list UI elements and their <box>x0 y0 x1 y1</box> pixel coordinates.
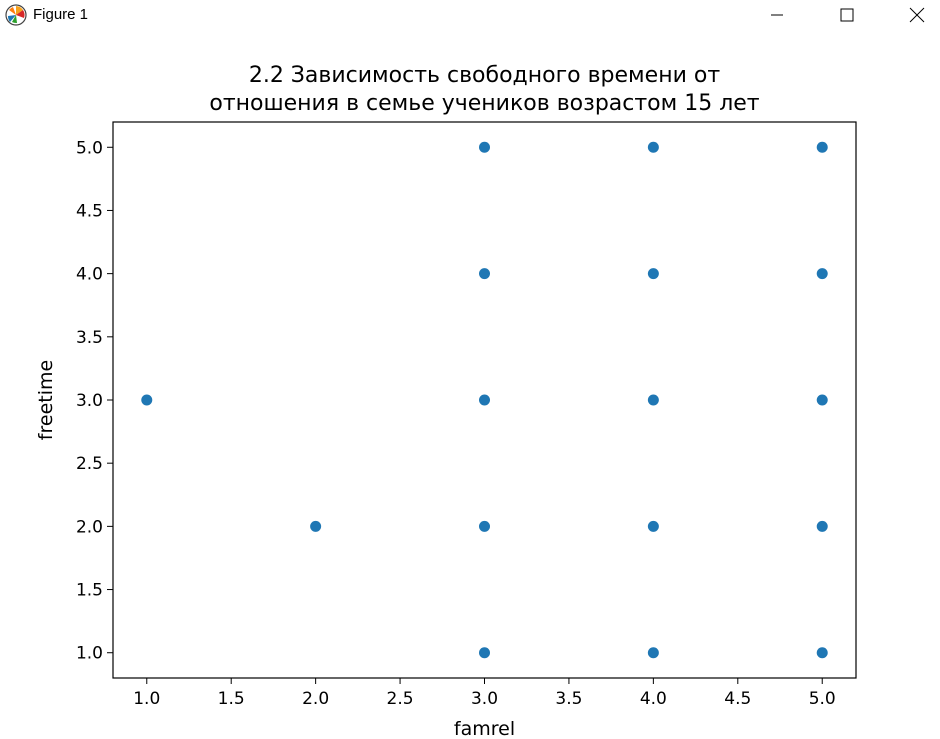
scatter-point <box>816 268 828 280</box>
scatter-point <box>647 141 659 153</box>
x-tick-label: 5.0 <box>809 689 836 709</box>
scatter-point <box>816 394 828 406</box>
close-icon <box>909 7 925 23</box>
scatter-point <box>816 647 828 659</box>
x-tick-label: 1.0 <box>133 689 160 709</box>
x-tick-label: 2.5 <box>387 689 414 709</box>
scatter-point <box>647 268 659 280</box>
y-tick-label: 3.5 <box>76 328 103 348</box>
y-axis-ticks: 1.0 1.5 2.0 2.5 3.0 3.5 4.0 4.5 5.0 <box>76 138 113 664</box>
scatter-point <box>647 647 659 659</box>
close-button[interactable] <box>894 0 940 30</box>
x-tick-label: 3.0 <box>471 689 498 709</box>
y-tick-label: 3.0 <box>76 391 103 411</box>
figure-canvas: 2.2 Зависимость свободного времени от отн… <box>0 30 940 739</box>
data-points <box>141 141 828 659</box>
scatter-point <box>479 647 490 659</box>
chart-title-line: отношения в семье учеников возрастом 15 … <box>209 91 759 116</box>
title-bar[interactable]: Figure 1 <box>0 0 940 30</box>
minimize-icon <box>771 14 783 16</box>
y-tick-label: 2.5 <box>76 454 103 474</box>
y-tick-label: 4.0 <box>76 265 103 285</box>
chart-title: 2.2 Зависимость свободного времени от отн… <box>209 63 759 116</box>
scatter-point <box>479 141 490 153</box>
minimize-button[interactable] <box>754 0 800 30</box>
x-tick-label: 3.5 <box>555 689 582 709</box>
scatter-point <box>647 394 659 406</box>
y-axis-label: freetime <box>35 360 57 440</box>
y-tick-label: 2.0 <box>76 517 103 537</box>
window-title: Figure 1 <box>33 6 89 23</box>
x-axis-ticks: 1.0 1.5 2.0 2.5 3.0 3.5 4.0 4.5 5.0 <box>133 678 836 709</box>
y-tick-label: 5.0 <box>76 138 103 158</box>
x-axis-label: famrel <box>454 718 515 739</box>
scatter-chart: 2.2 Зависимость свободного времени от отн… <box>35 63 857 739</box>
y-tick-label: 1.0 <box>76 644 103 664</box>
scatter-point <box>479 394 490 406</box>
chart-title-line: 2.2 Зависимость свободного времени от <box>249 63 720 88</box>
scatter-point <box>310 520 322 532</box>
scatter-point <box>479 520 490 532</box>
matplotlib-logo-icon <box>5 4 27 26</box>
x-tick-label: 1.5 <box>218 689 245 709</box>
scatter-point <box>647 520 659 532</box>
scatter-point <box>816 520 828 532</box>
y-tick-label: 4.5 <box>76 201 103 221</box>
x-tick-label: 4.0 <box>640 689 667 709</box>
x-tick-label: 2.0 <box>302 689 329 709</box>
x-tick-label: 4.5 <box>724 689 751 709</box>
maximize-icon <box>840 8 854 22</box>
y-tick-label: 1.5 <box>76 581 103 601</box>
scatter-point <box>479 268 490 280</box>
scatter-point <box>141 394 153 406</box>
scatter-point <box>816 141 828 153</box>
maximize-button[interactable] <box>824 0 870 30</box>
